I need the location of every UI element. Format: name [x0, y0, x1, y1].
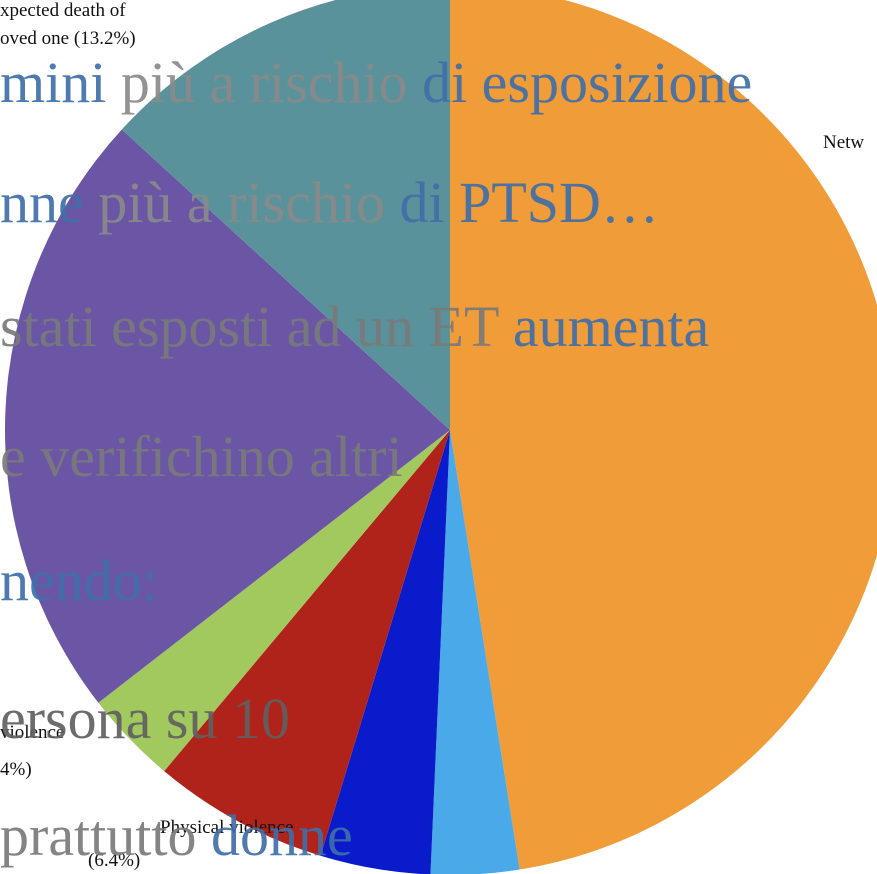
slice-label: 4%) [0, 759, 32, 780]
slide-text-line: nne più a rischio di PTSD… [0, 170, 659, 235]
slice-label: oved one (13.2%) [0, 28, 136, 49]
slice-label: violence [0, 722, 64, 743]
text-run: ersona su 10 [0, 686, 290, 751]
text-run: nne [0, 170, 98, 235]
slice-label: (6.4%) [88, 850, 140, 871]
pie-slice [98, 430, 451, 772]
text-run: donne [211, 803, 353, 868]
slide-text-line: e verifichino altri [0, 424, 403, 489]
pie-slice [121, 0, 450, 430]
pie-slice [5, 129, 450, 703]
slide-text-line: mini più a rischio di esposizione [0, 50, 752, 115]
slice-label: Physical violence [160, 817, 294, 838]
slide-text-line: stati esposti ad un ET aumenta [0, 294, 709, 359]
slide-text-line: prattutto donne [0, 803, 353, 868]
pie-slice [320, 430, 450, 874]
text-run: stati esposti ad un ET [0, 294, 513, 359]
slide-text-line: nendo: [0, 548, 158, 613]
text-run: di esposizione [422, 50, 752, 115]
text-run: prattutto [0, 803, 211, 868]
slice-label: xpected death of [0, 0, 126, 21]
text-run: nendo: [0, 548, 158, 613]
pie-slice [450, 0, 877, 870]
slide-text-line: ersona su 10 [0, 686, 290, 751]
pie-slice [164, 430, 450, 856]
text-run: più a rischio [98, 170, 399, 235]
text-run: più a rischio [121, 50, 422, 115]
text-run: e verifichino altri [0, 424, 403, 489]
text-run: mini [0, 50, 121, 115]
pie-slice [430, 430, 520, 874]
text-run: di PTSD… [399, 170, 658, 235]
text-run: aumenta [513, 294, 709, 359]
slice-label: Netw [823, 132, 864, 153]
